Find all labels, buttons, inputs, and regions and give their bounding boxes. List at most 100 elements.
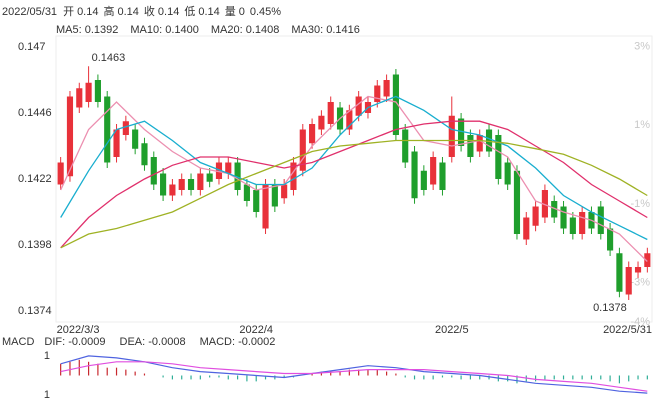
ma-line bbox=[60, 139, 648, 249]
y2-tick-label: -3% bbox=[630, 277, 650, 289]
ma-line bbox=[60, 95, 648, 262]
candle-body bbox=[374, 85, 381, 102]
candle-body bbox=[132, 129, 139, 149]
candle-body bbox=[215, 162, 223, 179]
candle-body bbox=[197, 173, 204, 190]
high-annotation: 0.1463 bbox=[92, 52, 126, 64]
candle-body bbox=[541, 190, 548, 218]
y2-tick-label: -1% bbox=[630, 198, 650, 210]
header-value: 0.14 bbox=[77, 6, 98, 18]
candle-body bbox=[532, 206, 539, 226]
y2-tick-label: 3% bbox=[634, 41, 650, 53]
candle-body bbox=[327, 102, 334, 124]
candle-body bbox=[448, 115, 455, 157]
candle-body bbox=[644, 253, 651, 267]
candle-body bbox=[346, 110, 353, 130]
low-annotation: 0.1378 bbox=[593, 302, 627, 314]
candle-body bbox=[513, 170, 521, 234]
candle-body bbox=[243, 184, 250, 201]
candle-body bbox=[355, 96, 362, 116]
candle-body bbox=[141, 143, 148, 166]
y-tick-label: 0.1422 bbox=[18, 173, 52, 185]
candle-body bbox=[607, 228, 614, 251]
candle-body bbox=[299, 129, 306, 171]
candle-body bbox=[616, 253, 623, 292]
ma-line bbox=[60, 95, 648, 241]
candle-body bbox=[271, 184, 278, 207]
header-date: 2022/05/31 bbox=[2, 6, 57, 18]
candle-body bbox=[420, 170, 427, 190]
candle-body bbox=[495, 135, 502, 179]
macd-line bbox=[60, 355, 648, 394]
candle-body bbox=[262, 184, 269, 229]
plot-frame bbox=[55, 35, 653, 323]
candle-body bbox=[94, 80, 101, 102]
ma-line bbox=[60, 120, 648, 249]
y-tick-label: 1 bbox=[44, 350, 50, 362]
header-label: 高 bbox=[103, 4, 114, 18]
candle-body bbox=[597, 206, 604, 234]
macd-title: MACD bbox=[2, 336, 34, 348]
legend-entry: MACD: -0.0002 bbox=[200, 336, 276, 348]
candle-body bbox=[485, 129, 493, 152]
macd-line bbox=[60, 361, 648, 392]
legend-entry: MA5: 0.1392 bbox=[56, 24, 118, 36]
candle-body bbox=[160, 173, 167, 196]
header-value: 0 bbox=[239, 6, 245, 18]
y2-tick-label: 1% bbox=[634, 119, 650, 131]
candle-body bbox=[504, 162, 511, 185]
candle-body bbox=[187, 179, 195, 190]
candle-body bbox=[458, 118, 465, 146]
candle-body bbox=[318, 115, 325, 130]
candle-body bbox=[309, 124, 316, 144]
legend-entry: MA10: 0.1400 bbox=[130, 24, 199, 36]
candle-body bbox=[476, 135, 483, 152]
candle-body bbox=[113, 129, 120, 157]
candle-body bbox=[281, 184, 288, 199]
header-label: 开 bbox=[63, 6, 74, 18]
x-tick-label: 2022/3/3 bbox=[57, 324, 100, 336]
header-value: 0.14 bbox=[158, 6, 179, 18]
header-label: 量 bbox=[225, 5, 236, 18]
candle-body bbox=[178, 179, 185, 190]
candle-body bbox=[411, 151, 418, 199]
y2-tick-label: -4% bbox=[630, 316, 650, 328]
x-tick-label: 2022/5 bbox=[435, 324, 469, 336]
y-tick-label: 0.1398 bbox=[18, 239, 52, 251]
candle-body bbox=[66, 96, 74, 177]
legend-entry: DEA: -0.0008 bbox=[120, 336, 186, 348]
y-tick-label: 0.1446 bbox=[18, 107, 52, 119]
y-tick-label: 0.147 bbox=[18, 41, 46, 53]
candle-body bbox=[560, 206, 567, 229]
y-tick-label: 1 bbox=[44, 389, 50, 401]
candle-body bbox=[85, 82, 92, 102]
header-value: 0.14 bbox=[198, 6, 219, 18]
candle-body bbox=[467, 135, 474, 157]
candle-body bbox=[169, 184, 176, 196]
candle-body bbox=[439, 162, 446, 190]
candle-body bbox=[579, 212, 586, 234]
candle-body bbox=[253, 190, 260, 212]
candle-body bbox=[392, 74, 399, 135]
candle-body bbox=[430, 157, 437, 185]
legend-entry: MA30: 0.1416 bbox=[291, 24, 360, 36]
legend-entry: DIF: -0.0009 bbox=[44, 336, 105, 348]
header-change: 0.45% bbox=[250, 6, 281, 18]
candle-body bbox=[551, 201, 558, 218]
candle-body bbox=[122, 121, 129, 135]
candle-body bbox=[225, 162, 232, 174]
header-value: 0.14 bbox=[117, 6, 138, 18]
candle-body bbox=[625, 267, 632, 295]
candle-body bbox=[150, 157, 157, 185]
candle-body bbox=[383, 80, 390, 97]
candle-body bbox=[57, 162, 64, 185]
header-label: 低 bbox=[184, 5, 195, 18]
candle-body bbox=[206, 173, 213, 182]
legend-entry: MA20: 0.1408 bbox=[211, 24, 280, 36]
candle-body bbox=[234, 162, 241, 190]
x-tick-label: 2022/5/31 bbox=[603, 324, 652, 336]
candle-body bbox=[290, 162, 297, 190]
candle-body bbox=[402, 129, 409, 163]
candle-body bbox=[634, 267, 642, 273]
